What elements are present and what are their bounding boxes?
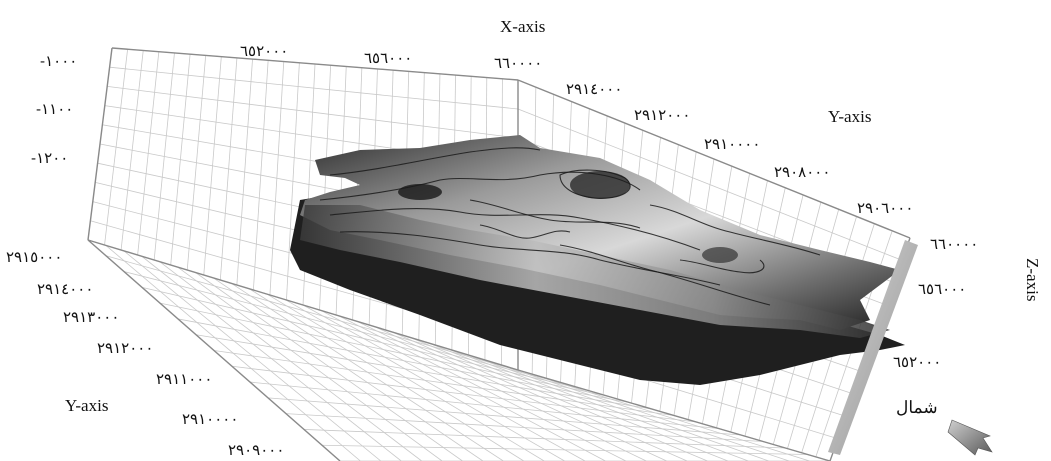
y-back-tick-label: ٢٩٠٨٠٠٠ [774,163,830,181]
z-tick-label: -١٠٠٠ [40,52,77,70]
y-front-tick-label: ٢٩١١٠٠٠ [156,370,212,388]
right-tick-label: ٦٦٠٠٠٠ [930,235,978,253]
y-front-tick-label: ٢٩١٢٠٠٠ [97,339,153,357]
right-wall-strip [828,240,918,455]
y-front-tick-label: ٢٩٠٩٠٠٠ [228,441,284,459]
x-tick-label: ٦٥٦٠٠٠ [364,49,412,67]
axis-frame-edge [87,47,113,241]
grid-line-back-wall [107,86,519,139]
surface-layer-main [300,135,900,330]
y-back-tick-label: ٢٩٠٦٠٠٠ [857,199,913,217]
z-tick-label: -١٢٠٠ [31,149,68,167]
grid-line-floor [321,444,808,455]
z-axis-title: Z-axis [1023,258,1042,301]
axis-frame-edge [517,79,911,239]
grid-line-floor [267,397,741,436]
grid-line-floor [195,334,652,410]
surface-layer-mid [300,205,890,338]
grid-line-floor [249,381,719,429]
axis-frame-edge [111,47,519,81]
grid-line-floor [231,365,697,423]
x-tick-label: ٦٦٠٠٠٠ [494,54,542,72]
y-front-tick-label: ٢٩١٥٠٠٠ [6,248,62,266]
y-front-tick-label: ٢٩١٠٠٠٠ [182,410,238,428]
grid-line-floor [303,429,786,449]
grid-line-floor [159,302,608,397]
grid-line-floor [177,318,630,403]
tick-labels: ٦٥٢٠٠٠ ٦٥٦٠٠٠ ٦٦٠٠٠٠ ٢٩١٤٠٠٠ ٢٩١٢٠٠٠ ٢٩١… [6,42,978,459]
grid-line-back-wall [109,66,519,110]
right-tick-label: ٦٥٢٠٠٠ [893,353,941,371]
y-back-tick-label: ٢٩١٤٠٠٠ [566,80,622,98]
grid-line-floor [141,286,585,390]
north-arrow-icon [947,419,993,456]
y-axis-front-title: Y-axis [65,396,108,415]
grid-line-side-wall [517,108,903,261]
x-axis-title: X-axis [500,17,545,36]
axis-frame-edge [87,239,341,461]
y-front-tick-label: ٢٩١٤٠٠٠ [37,280,93,298]
axis-frame-edge [517,369,831,461]
grid-line-floor [123,271,563,384]
compass: شمال [896,398,993,456]
z-tick-label: -١١٠٠ [36,100,73,118]
compass-label: شمال [896,398,938,417]
grid-line-floor [213,350,675,416]
x-tick-label: ٦٥٢٠٠٠ [240,42,288,60]
y-axis-back-title: Y-axis [828,107,871,126]
y-back-tick-label: ٢٩١٠٠٠٠ [704,135,760,153]
right-tick-label: ٦٥٦٠٠٠ [918,280,966,298]
y-front-tick-label: ٢٩١٣٠٠٠ [63,308,119,326]
grid-line-floor [285,413,764,442]
grid-line-floor [105,255,541,377]
terrain-surface [290,135,905,385]
axis-frame-edge [87,239,519,371]
y-back-tick-label: ٢٩١٢٠٠٠ [634,106,690,124]
